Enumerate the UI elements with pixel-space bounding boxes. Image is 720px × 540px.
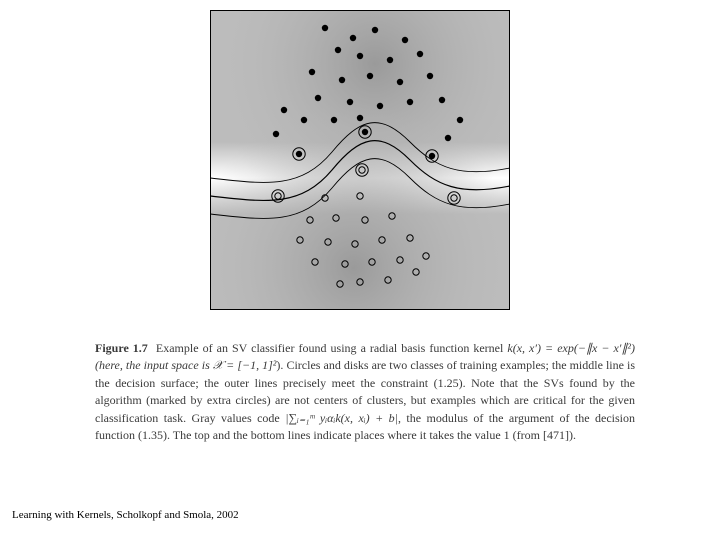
disk-point: [357, 115, 363, 121]
disk-point: [439, 97, 445, 103]
modulus-expr: |∑ᵢ₌₁ᵐ yᵢαᵢk(x, xᵢ) + b|: [285, 411, 398, 425]
sv-disk: [296, 151, 302, 157]
input-space: 𝒳 = [−1, 1]²: [213, 358, 277, 372]
disk-point: [402, 37, 408, 43]
sv-disk: [429, 153, 435, 159]
disk-point: [315, 95, 321, 101]
kernel-expr: k(x, x′) =: [507, 341, 553, 355]
disk-point: [387, 57, 393, 63]
disk-point: [377, 103, 383, 109]
disk-point: [457, 117, 463, 123]
disk-point: [397, 79, 403, 85]
disk-point: [427, 73, 433, 79]
disk-point: [322, 25, 328, 31]
disk-point: [367, 73, 373, 79]
disk-point: [350, 35, 356, 41]
sv-disk: [362, 129, 368, 135]
disk-point: [281, 107, 287, 113]
caption-text-1: Example of an SV classifier found using …: [156, 341, 507, 355]
disk-point: [417, 51, 423, 57]
citation-footer: Learning with Kernels, Scholkopf and Smo…: [12, 509, 239, 521]
disk-point: [347, 99, 353, 105]
disk-point: [445, 135, 451, 141]
disk-point: [309, 69, 315, 75]
disk-point: [357, 53, 363, 59]
disk-point: [301, 117, 307, 123]
disk-point: [407, 99, 413, 105]
figure-label: Figure 1.7: [95, 341, 148, 355]
disk-point: [331, 117, 337, 123]
disk-point: [335, 47, 341, 53]
sv-classifier-figure: [210, 10, 510, 310]
disk-point: [273, 131, 279, 137]
figure-caption: Figure 1.7 Example of an SV classifier f…: [95, 340, 635, 444]
disk-point: [372, 27, 378, 33]
disk-point: [339, 77, 345, 83]
